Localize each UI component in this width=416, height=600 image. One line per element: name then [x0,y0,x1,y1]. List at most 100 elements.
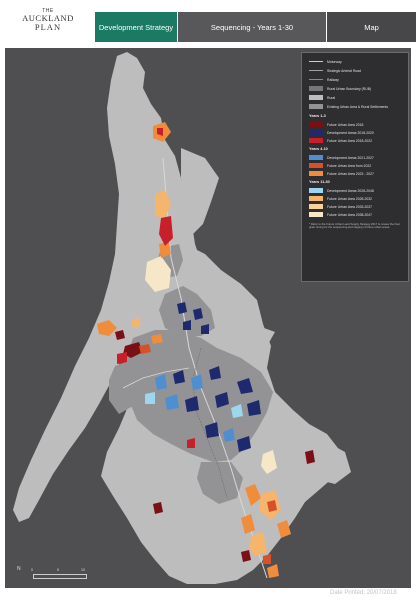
legend-area-item: Future Urban Area 2018-2022 [309,137,372,144]
dev-north-shore-3[interactable] [183,320,191,330]
legend-line-item: Railway [309,76,339,83]
legend-area-item: Future Urban Area 2023 - 2027 [309,170,374,177]
fua-kumeu[interactable] [97,320,117,336]
auckland-map[interactable] [5,48,411,588]
dev-isthmus-1[interactable] [155,374,167,390]
fua-pukekohe-3[interactable] [263,554,271,564]
dev-isthmus-4[interactable] [209,366,221,380]
legend-swatch [309,188,323,193]
legend-label: Future Urban Area 2038-2047 [327,212,373,217]
fua-silverdale-core[interactable] [159,242,171,258]
dev-isthmus-11[interactable] [247,400,261,416]
legend-swatch [309,104,323,109]
legend-label: Future Urban Area 2018 [327,122,364,127]
legend-area-item: Development Areas 2021-2027 [309,154,374,161]
railway [192,347,228,499]
auckland-plan-logo[interactable]: THE AUCKLAND PLAN [18,8,78,40]
dev-north-shore-4[interactable] [201,324,209,334]
legend-label: Future Urban Area from 2022 [327,163,372,168]
fua-drury-core[interactable] [267,500,277,512]
fua-hobsonville[interactable] [151,334,163,344]
legend-line-item: Strategic Arterial Road [309,67,361,74]
scale-label-10: 10 [81,568,85,572]
dev-isthmus-2[interactable] [173,370,185,384]
map-frame[interactable]: Motorway Strategic Arterial Road Railway… [5,48,411,588]
legend-line-symbol [309,70,323,71]
fua-isthmus-red[interactable] [187,438,195,448]
dev-north-shore-1[interactable] [177,302,187,314]
legend-label: Development Areas 2021-2027 [327,155,374,160]
legend-label: Future Urban Area 2023 - 2027 [327,171,374,176]
dev-isthmus-6[interactable] [145,392,155,404]
fua-paerata[interactable] [241,514,255,534]
dev-north-shore-2[interactable] [193,308,203,320]
logo-line-3: PLAN [34,22,62,32]
legend-swatch [309,204,323,209]
fua-clevedon[interactable] [277,520,291,538]
fua-pukekohe-2[interactable] [241,550,251,562]
legend-label: Railway [327,77,339,82]
dev-south-2[interactable] [223,428,235,442]
urban-west [109,360,137,414]
waiheke-island [229,324,275,350]
tab-sequencing[interactable]: Sequencing - Years 1-30 [178,12,326,42]
legend-area-item: Existing Urban Area & Rural Settlements [309,103,388,110]
fua-warkworth[interactable] [155,190,171,218]
fua-redhills[interactable] [117,352,127,364]
fua-westgate[interactable] [139,344,151,354]
north-arrow-icon: N [17,566,21,572]
fua-kumeu-2[interactable] [115,330,125,340]
development-areas[interactable] [97,122,315,578]
fua-pukekohe[interactable] [249,532,267,556]
legend-swatch [309,163,323,168]
legend-swatch [309,212,323,217]
date-printed-label: Date Printed: [330,590,366,596]
legend-group-heading: Years 11-30 [309,180,330,184]
dev-isthmus-5[interactable] [237,378,253,394]
motorway-west [122,367,190,389]
fua-beachlands[interactable] [305,450,315,464]
legend-area-item: Rural [309,94,335,101]
scale-label-0: 0 [31,568,33,572]
urban-south [197,462,243,504]
legend-label: Future Urban Area 2028-2032 [327,196,373,201]
legend-label: Rural Urban Boundary (RUB) [327,86,372,91]
legend-line-symbol [309,79,323,80]
urban-north-shore [159,286,215,336]
legend-swatch [309,95,323,100]
logo-line-2: AUCKLAND [22,13,74,23]
legend-line-item: Motorway [309,58,342,65]
legend-label: Development Areas 2018-2020 [327,130,374,135]
fua-whenuapai[interactable] [123,342,143,358]
legend-area-item: Development Areas 2018-2020 [309,129,374,136]
fua-silverdale[interactable] [145,256,171,292]
legend-label: Existing Urban Area & Rural Settlements [327,104,389,109]
dev-isthmus-3[interactable] [191,374,203,390]
fua-flatbush[interactable] [261,450,277,474]
fua-pukekohe-4[interactable] [267,564,279,578]
fua-dairy-flat[interactable] [159,216,173,246]
legend-swatch [309,138,323,143]
dev-isthmus-8[interactable] [185,396,199,412]
dev-south-1[interactable] [205,422,219,438]
legend-area-item: Rural Urban Boundary (RUB) [309,85,371,92]
tab-map[interactable]: Map [327,12,416,42]
dev-isthmus-7[interactable] [165,394,179,410]
legend-swatch [309,171,323,176]
fua-kingseat[interactable] [153,502,163,514]
date-printed: Date Printed: 20/07/2018 [330,590,397,596]
dev-isthmus-10[interactable] [231,404,243,418]
dev-isthmus-9[interactable] [215,392,229,408]
legend-label: Motorway [327,59,342,64]
legend-label: Future Urban Area 2033-2037 [327,204,373,209]
fua-kumeu-3[interactable] [131,318,141,328]
legend-area-item: Future Urban Area from 2022 [309,162,371,169]
fua-takanini[interactable] [245,484,261,506]
fua-wellsford-core[interactable] [157,128,163,136]
dev-south-3[interactable] [237,436,251,452]
legend-note: * Refer to the Future Urban Land Supply … [309,222,401,230]
tab-development-strategy[interactable]: Development Strategy [95,12,177,42]
legend-label: Future Urban Area 2018-2022 [327,138,373,143]
urban-isthmus [125,330,273,462]
legend-swatch [309,196,323,201]
